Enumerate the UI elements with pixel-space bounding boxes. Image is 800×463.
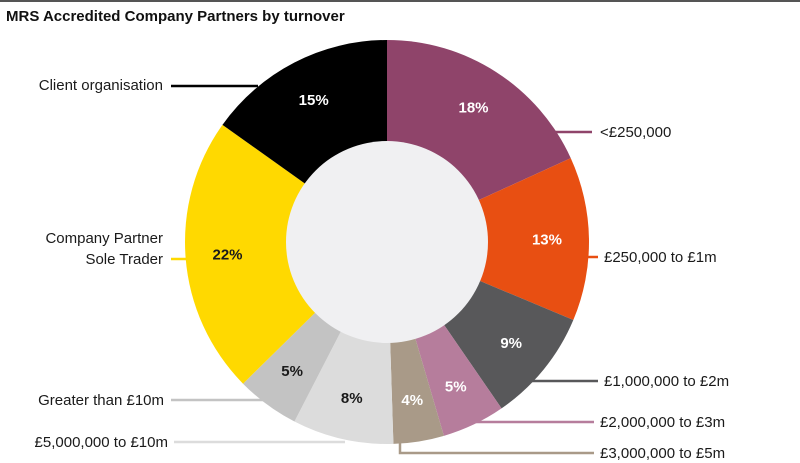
category-label-1-000-000-to-2m: £1,000,000 to £2m bbox=[604, 373, 729, 390]
top-rule bbox=[0, 0, 800, 2]
percentage-labels-group: 18% 13% 9% 5% 4% 8% 5% 22% 15% bbox=[212, 92, 562, 409]
slice-company-partner-sole-trader bbox=[185, 124, 387, 384]
pct-label-1-000-000-to-2m: 9% bbox=[500, 335, 522, 352]
chart-title: MRS Accredited Company Partners by turno… bbox=[6, 8, 345, 25]
category-labels-group: <£250,000 £250,000 to £1m £1,000,000 to £2… bbox=[35, 77, 730, 462]
pct-label-client-organisation: 15% bbox=[299, 92, 329, 109]
pct-label-greater-than-10m: 5% bbox=[281, 363, 303, 380]
pct-label-250-000-to-1m: 13% bbox=[532, 231, 562, 248]
donut-hole bbox=[286, 141, 488, 343]
category-label-company-partner-sole-trader: Company Partner Sole Trader bbox=[45, 230, 163, 268]
pct-label-5-000-000-to-10m: 8% bbox=[341, 390, 363, 407]
category-label-client-organisation: Client organisation bbox=[39, 77, 163, 94]
leader-line-3-000-000-to-5m bbox=[398, 440, 594, 455]
leader-lines-group bbox=[171, 84, 598, 455]
category-label-2-000-000-to-3m: £2,000,000 to £3m bbox=[600, 414, 725, 431]
pct-label-3-000-000-to-5m: 4% bbox=[401, 392, 423, 409]
category-label-3-000-000-to-5m: £3,000,000 to £5m bbox=[600, 445, 725, 462]
pct-label-company-partner-sole-trader: 22% bbox=[212, 247, 242, 264]
category-label-250-000: <£250,000 bbox=[600, 124, 671, 141]
category-label-250-000-to-1m: £250,000 to £1m bbox=[604, 249, 717, 266]
pct-label-250-000: 18% bbox=[458, 99, 488, 116]
category-label-5-000-000-to-10m: £5,000,000 to £10m bbox=[35, 434, 168, 451]
slice-250-000-to-1m bbox=[387, 158, 589, 321]
pct-label-2-000-000-to-3m: 5% bbox=[445, 378, 467, 395]
category-label-greater-than-10m: Greater than £10m bbox=[38, 392, 164, 409]
